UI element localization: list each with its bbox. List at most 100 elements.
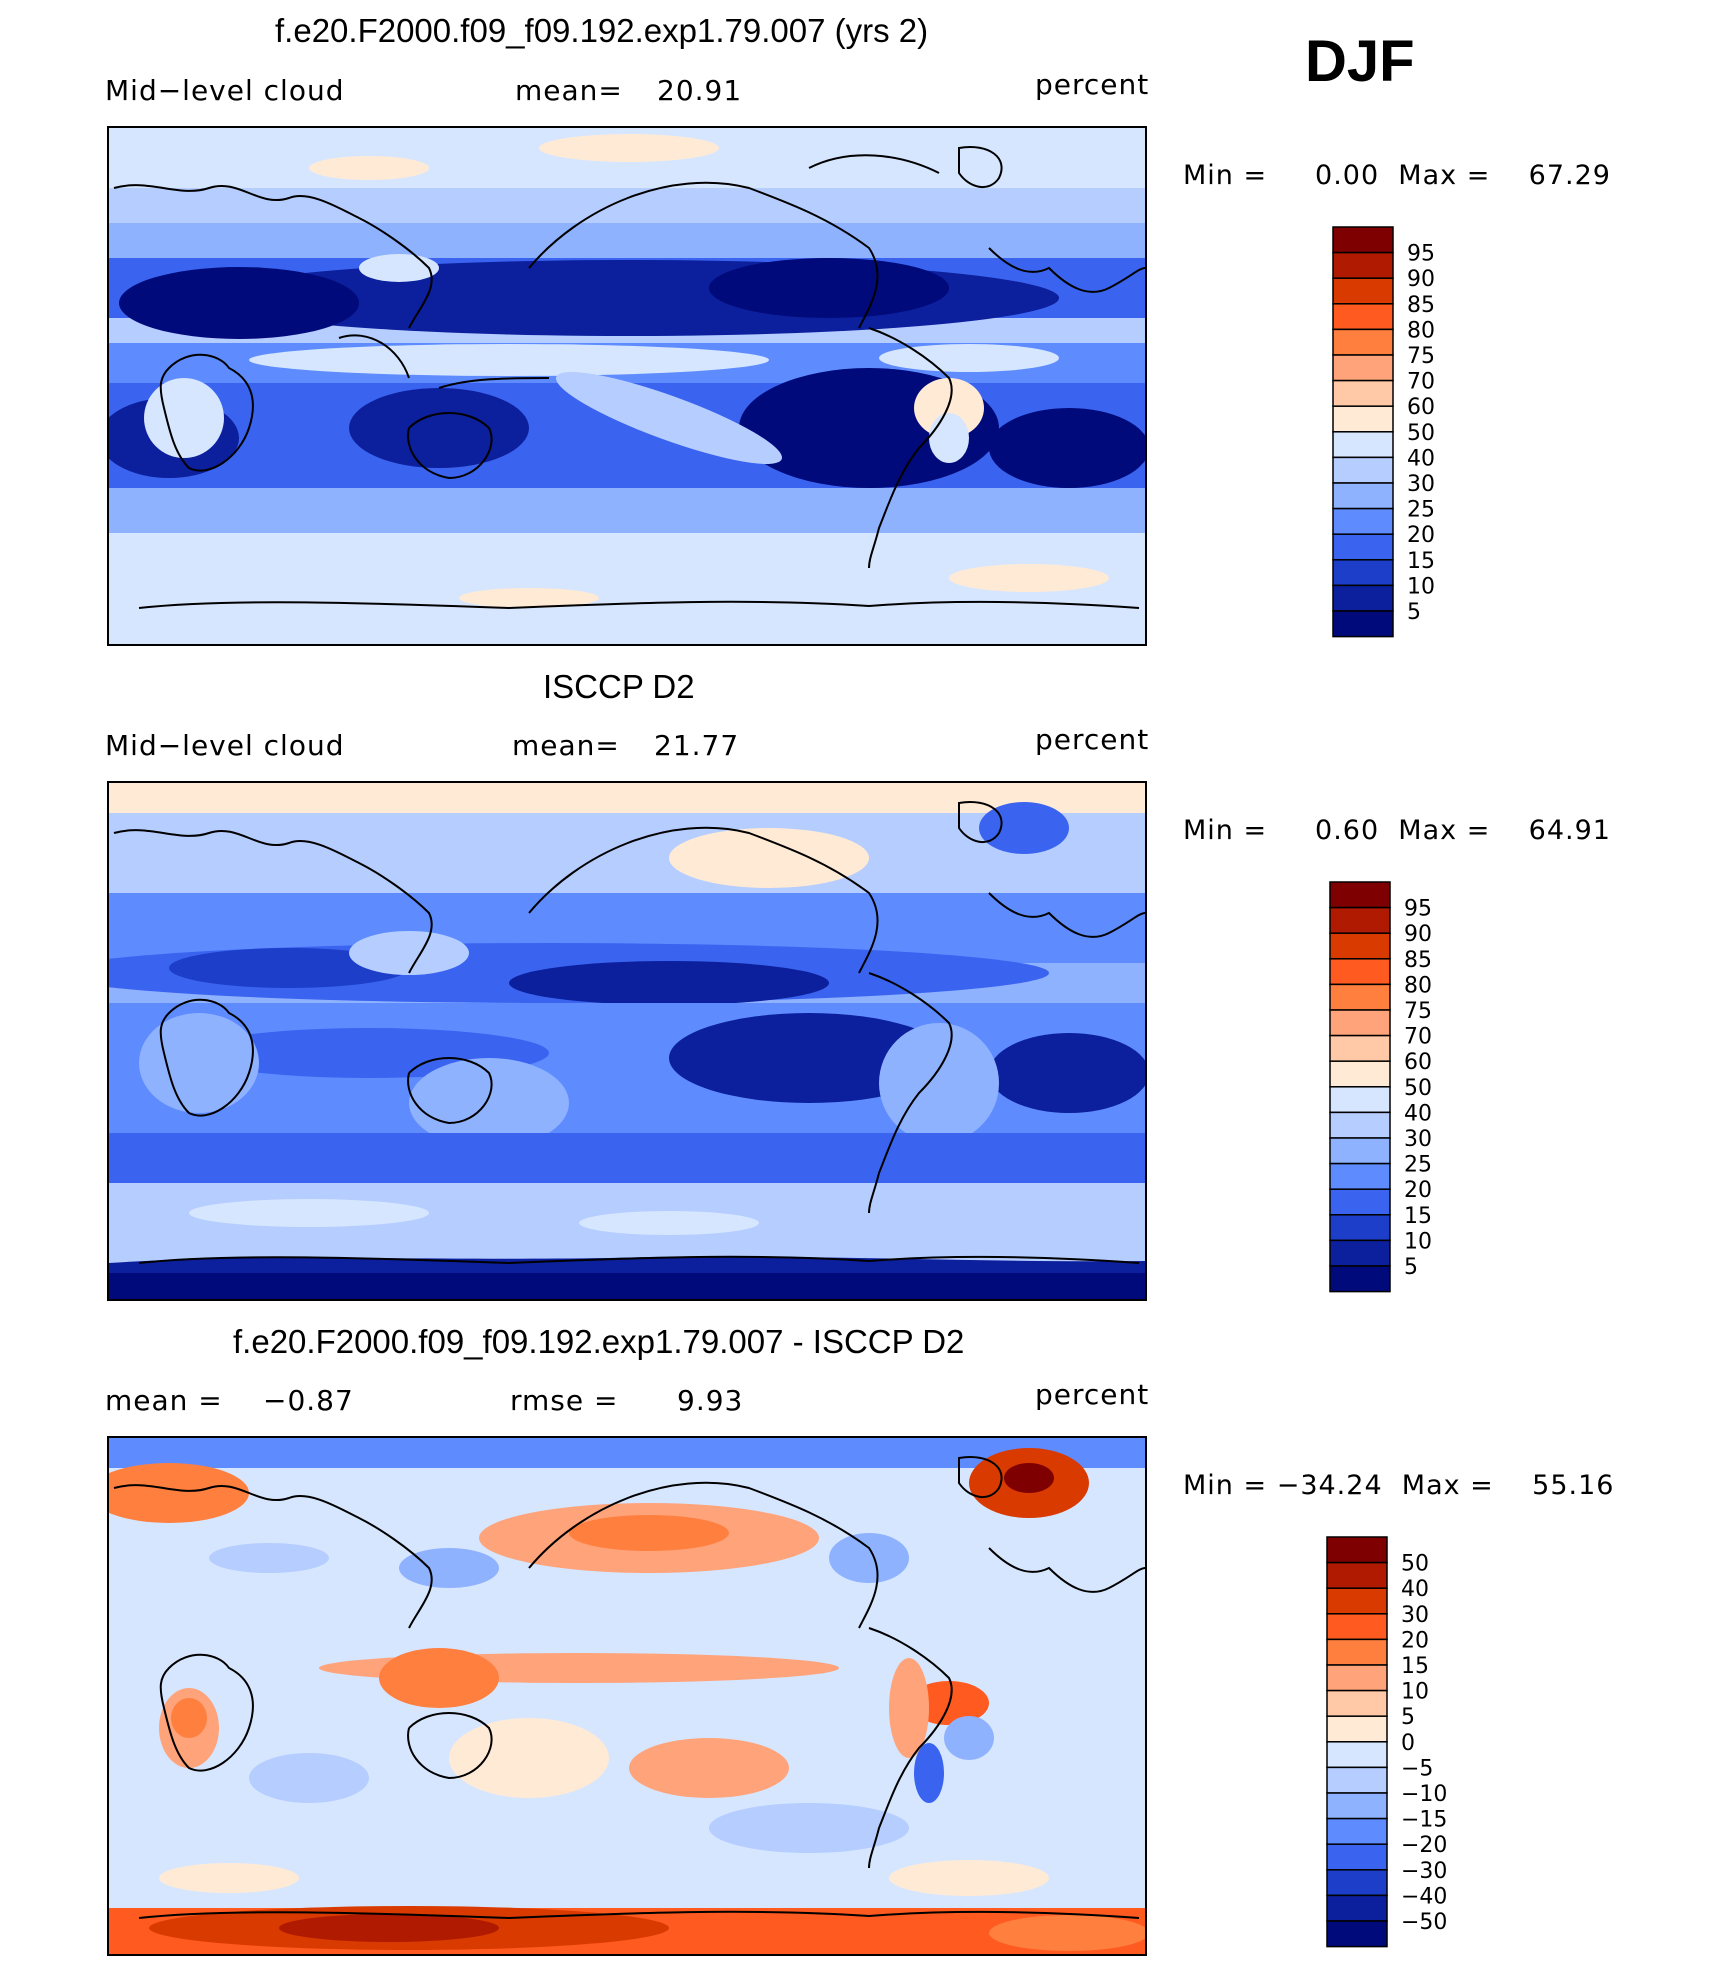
colorbar-swatch xyxy=(1326,1536,1388,1564)
colorbar-tick-label: −50 xyxy=(1401,1910,1447,1935)
colorbar-tick-label: 5 xyxy=(1407,600,1421,625)
colorbar-tick-label: −40 xyxy=(1401,1884,1447,1909)
colorbar-tick-label: 5 xyxy=(1404,1255,1418,1280)
colorbar-tick-label: −5 xyxy=(1401,1756,1433,1781)
colorbar-swatch xyxy=(1329,1188,1391,1216)
colorbar-swatch xyxy=(1332,456,1394,484)
colorbar-tick-label: 0 xyxy=(1401,1731,1415,1756)
colorbar-tick-label: 10 xyxy=(1407,574,1435,599)
panel-1-variable-label: Mid−level cloud xyxy=(105,74,345,107)
colorbar-swatch xyxy=(1326,1792,1388,1820)
panel-3-colorbar: 50 40 30 20 15 10 5 0 −5 −10 −15 −20 −30 −40 −50 xyxy=(1326,1536,1487,1955)
colorbar-swatch xyxy=(1326,1613,1388,1641)
colorbar-tick-label: 90 xyxy=(1407,267,1435,292)
panel-3-mean-value: −0.87 xyxy=(263,1384,354,1417)
colorbar-swatch xyxy=(1332,328,1394,356)
colorbar-swatch xyxy=(1326,1869,1388,1897)
colorbar-tick-label: 60 xyxy=(1404,1050,1432,1075)
colorbar-tick-label: 60 xyxy=(1407,395,1435,420)
colorbar-swatch xyxy=(1332,610,1394,638)
colorbar-swatch xyxy=(1329,1009,1391,1037)
colorbar-tick-label: 5 xyxy=(1401,1705,1415,1730)
panel-3-minmax: Min = −34.24 Max = 55.16 xyxy=(1183,1470,1615,1501)
panel-3-title: f.e20.F2000.f09_f09.192.exp1.79.007 - IS… xyxy=(233,1323,965,1360)
colorbar-swatch xyxy=(1329,1111,1391,1139)
colorbar-swatch xyxy=(1326,1741,1388,1769)
colorbar-swatch xyxy=(1329,1239,1391,1267)
colorbar-tick-label: 40 xyxy=(1401,1577,1429,1602)
panel-2-colorbar: 95 90 85 80 75 70 60 50 40 30 25 20 15 10 5 xyxy=(1329,881,1480,1300)
panel-3-mean-label: mean = xyxy=(105,1384,223,1417)
colorbar-swatch xyxy=(1332,354,1394,382)
panel-2-map xyxy=(107,781,1147,1301)
colorbar-tick-label: 30 xyxy=(1401,1603,1429,1628)
colorbar-swatch xyxy=(1332,507,1394,535)
colorbar-tick-label: 90 xyxy=(1404,922,1432,947)
colorbar-tick-label: 30 xyxy=(1407,472,1435,497)
panel-1-mean-label: mean= xyxy=(515,74,623,107)
panel-2-units: percent xyxy=(1035,723,1150,756)
colorbar-tick-label: 70 xyxy=(1404,1025,1432,1050)
panel-1-colorbar: 95 90 85 80 75 70 60 50 40 30 25 20 15 10 5 xyxy=(1332,226,1483,645)
colorbar-swatch xyxy=(1326,1715,1388,1743)
colorbar-swatch xyxy=(1329,932,1391,960)
colorbar-tick-label: −30 xyxy=(1401,1859,1447,1884)
colorbar-swatch xyxy=(1326,1843,1388,1871)
colorbar-tick-label: 80 xyxy=(1407,318,1435,343)
colorbar-swatch xyxy=(1326,1817,1388,1845)
colorbar-tick-label: −15 xyxy=(1401,1808,1447,1833)
season-label: DJF xyxy=(1305,29,1415,94)
panel-3-rmse-value: 9.93 xyxy=(677,1384,744,1417)
panel-2-minmax: Min = 0.60 Max = 64.91 xyxy=(1183,815,1611,846)
colorbar-tick-label: −10 xyxy=(1401,1782,1447,1807)
colorbar-tick-label: 75 xyxy=(1407,344,1435,369)
panel-2-variable-label: Mid−level cloud xyxy=(105,729,345,762)
colorbar-tick-label: 50 xyxy=(1404,1076,1432,1101)
colorbar-tick-label: 95 xyxy=(1404,897,1432,922)
colorbar-swatch xyxy=(1332,226,1394,254)
colorbar-tick-label: 20 xyxy=(1401,1628,1429,1653)
colorbar-tick-label: −20 xyxy=(1401,1833,1447,1858)
colorbar-swatch xyxy=(1329,1162,1391,1190)
colorbar-tick-label: 85 xyxy=(1407,293,1435,318)
colorbar-swatch xyxy=(1332,277,1394,305)
colorbar-tick-label: 85 xyxy=(1404,948,1432,973)
colorbar-tick-label: 15 xyxy=(1401,1654,1429,1679)
panel-1-minmax: Min = 0.00 Max = 67.29 xyxy=(1183,160,1611,191)
colorbar-swatch xyxy=(1329,958,1391,986)
colorbar-tick-label: 30 xyxy=(1404,1127,1432,1152)
colorbar-swatch xyxy=(1332,405,1394,433)
colorbar-tick-label: 50 xyxy=(1407,421,1435,446)
colorbar-tick-label: 10 xyxy=(1404,1229,1432,1254)
colorbar-swatch xyxy=(1326,1920,1388,1948)
panel-1-map xyxy=(107,126,1147,646)
colorbar-swatch xyxy=(1326,1587,1388,1615)
panel-1-title: f.e20.F2000.f09_f09.192.exp1.79.007 (yrs… xyxy=(275,12,929,49)
panel-1-mean-value: 20.91 xyxy=(657,74,743,107)
colorbar-tick-label: 50 xyxy=(1401,1552,1429,1577)
colorbar-tick-label: 15 xyxy=(1404,1204,1432,1229)
panel-1-units: percent xyxy=(1035,68,1150,101)
colorbar-tick-label: 20 xyxy=(1407,523,1435,548)
colorbar-swatch xyxy=(1329,881,1391,909)
panel-2-title: ISCCP D2 xyxy=(543,668,695,705)
panel-2-mean-value: 21.77 xyxy=(654,729,740,762)
colorbar-tick-label: 25 xyxy=(1407,498,1435,523)
colorbar-swatch xyxy=(1326,1638,1388,1666)
colorbar-tick-label: 75 xyxy=(1404,999,1432,1024)
panel-2-mean-label: mean= xyxy=(512,729,620,762)
colorbar-swatch xyxy=(1329,1265,1391,1293)
colorbar-tick-label: 40 xyxy=(1404,1101,1432,1126)
panel-3-units: percent xyxy=(1035,1378,1150,1411)
colorbar-swatch xyxy=(1329,1137,1391,1165)
colorbar-swatch xyxy=(1326,1766,1388,1794)
colorbar-swatch xyxy=(1332,251,1394,279)
colorbar-tick-label: 20 xyxy=(1404,1178,1432,1203)
colorbar-swatch xyxy=(1332,482,1394,510)
panel-3-rmse-label: rmse = xyxy=(510,1384,619,1417)
colorbar-tick-label: 95 xyxy=(1407,242,1435,267)
colorbar-swatch xyxy=(1332,303,1394,331)
colorbar-swatch xyxy=(1329,1214,1391,1242)
colorbar-tick-label: 10 xyxy=(1401,1680,1429,1705)
colorbar-swatch xyxy=(1332,379,1394,407)
